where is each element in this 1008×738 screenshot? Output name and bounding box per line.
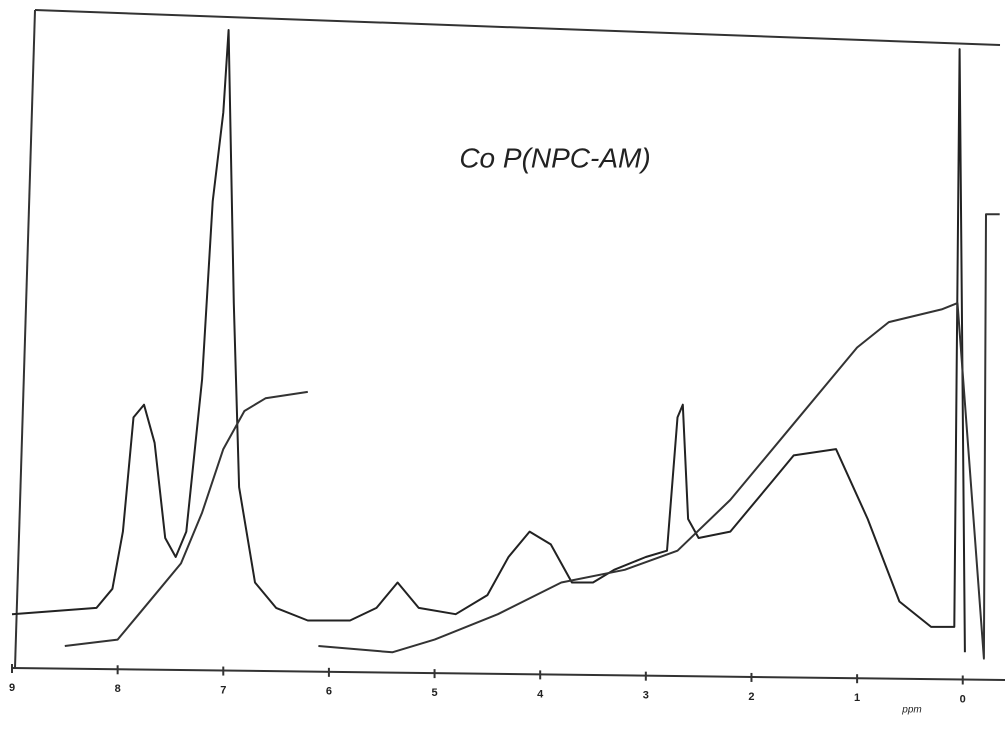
x-tick-label: 7: [220, 684, 226, 696]
chart-title: Co P(NPC-AM): [459, 142, 650, 173]
series-line: [11, 29, 966, 653]
x-tick-label: 1: [854, 692, 860, 704]
x-tick-label: 2: [748, 691, 754, 703]
x-axis-label: ppm: [901, 705, 921, 716]
x-tick-label: 5: [431, 687, 437, 699]
frame-top: [34, 9, 1001, 46]
frame-left: [14, 9, 36, 669]
x-tick-label: 0: [960, 693, 966, 705]
x-tick-label: 6: [326, 686, 332, 698]
series-line: [64, 213, 1000, 660]
x-tick-label: 3: [643, 690, 649, 702]
x-tick-label: 8: [115, 683, 121, 695]
x-tick-label: 4: [537, 688, 544, 700]
x-axis: [11, 667, 1006, 681]
x-tick-label: 9: [9, 682, 15, 694]
